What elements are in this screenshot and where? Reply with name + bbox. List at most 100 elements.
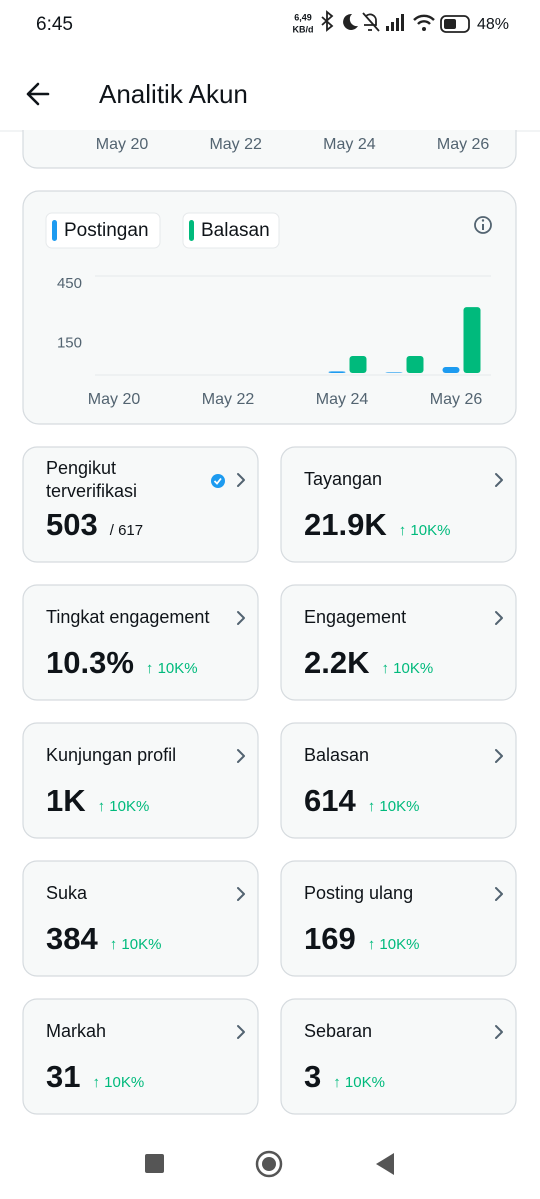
chevron	[237, 473, 245, 487]
x-tick-label: May 22	[209, 136, 262, 153]
stat-card[interactable]: Balasan 614 ↑ 10K%	[280, 722, 517, 839]
y-tick-label: 450	[57, 275, 82, 292]
card-label: Tingkat engagement	[46, 607, 209, 627]
card-change: ↑ 10K%	[146, 660, 198, 677]
card-change: ↑ 10K%	[333, 1074, 385, 1091]
x-tick-label: May 26	[437, 136, 490, 153]
card-change: ↑ 10K%	[399, 522, 451, 539]
chevron	[237, 749, 245, 763]
card-label: Posting ulang	[304, 883, 413, 903]
chevron	[495, 1025, 503, 1039]
chevron	[237, 887, 245, 901]
card-label: Kunjungan profil	[46, 745, 176, 765]
stat-card[interactable]: Tayangan 21.9K ↑ 10K%	[280, 446, 517, 563]
card-change: ↑ 10K%	[381, 660, 433, 677]
x-tick-label: May 20	[96, 136, 149, 153]
bar	[328, 371, 346, 373]
stat-card[interactable]: Suka 384 ↑ 10K%	[22, 860, 259, 977]
status-speed: 6,49	[294, 12, 312, 22]
stat-card[interactable]: Posting ulang 169 ↑ 10K%	[280, 860, 517, 977]
x-tick-label: May 24	[323, 136, 376, 153]
info-icon[interactable]	[474, 216, 492, 234]
legend-swatch	[52, 220, 57, 241]
chevron	[237, 1025, 245, 1039]
status-time: 6:45	[36, 14, 73, 35]
card-value: 384	[46, 921, 98, 956]
stat-card[interactable]: Markah 31 ↑ 10K%	[22, 998, 259, 1115]
card-label: Markah	[46, 1021, 106, 1041]
badge-check	[213, 477, 222, 485]
card-change: ↑ 10K%	[110, 936, 162, 953]
card-change: ↑ 10K%	[368, 936, 420, 953]
chart-card	[22, 190, 517, 425]
card-label: Balasan	[304, 745, 369, 765]
status-icons	[321, 10, 470, 33]
x-tick-label: May 26	[430, 391, 483, 408]
stat-card[interactable]: Pengikut terverifikasi 503 / 617	[22, 446, 259, 563]
chevron	[495, 611, 503, 625]
legend-chip[interactable]	[182, 212, 280, 249]
card-value: 614	[304, 783, 356, 818]
chevron	[495, 749, 503, 763]
card-bg	[280, 584, 517, 701]
chevron	[495, 473, 503, 487]
card-label: Suka	[46, 883, 88, 903]
card-bg	[22, 722, 259, 839]
card-value: 10.3%	[46, 645, 134, 680]
legend-label: Postingan	[64, 220, 149, 241]
stat-card[interactable]: Kunjungan profil 1K ↑ 10K%	[22, 722, 259, 839]
legend-chip[interactable]	[45, 212, 161, 249]
card-change: ↑ 10K%	[92, 1074, 144, 1091]
card-label: Engagement	[304, 607, 406, 627]
bar	[463, 307, 481, 373]
card-value: 169	[304, 921, 356, 956]
card-label: Sebaran	[304, 1021, 372, 1041]
legend-swatch	[189, 220, 194, 241]
card-label: terverifikasi	[46, 481, 137, 501]
card-bg	[280, 998, 517, 1115]
stat-card[interactable]: Engagement 2.2K ↑ 10K%	[280, 584, 517, 701]
nav-bar	[145, 1150, 394, 1178]
y-tick-label: 150	[57, 334, 82, 351]
verified-badge	[211, 474, 225, 488]
x-tick-label: May 20	[88, 391, 141, 408]
bar	[385, 372, 403, 373]
nav-back[interactable]	[376, 1153, 394, 1175]
card-bg	[280, 722, 517, 839]
card-value: 1K	[46, 783, 86, 818]
bar	[442, 367, 460, 373]
nav-home[interactable]	[255, 1150, 283, 1178]
status-battery: 48%	[477, 16, 509, 33]
card-value: 503	[46, 507, 98, 542]
bar	[406, 355, 424, 373]
card-total: / 617	[110, 522, 143, 539]
card-change: ↑ 10K%	[98, 798, 150, 815]
status-speed-unit: KB/d	[293, 24, 314, 34]
x-tick-label: May 24	[316, 391, 369, 408]
stat-card[interactable]: Sebaran 3 ↑ 10K%	[280, 998, 517, 1115]
nav-recents[interactable]	[145, 1154, 164, 1173]
card-bg	[22, 584, 259, 701]
card-value: 21.9K	[304, 507, 387, 542]
x-tick-label: May 22	[202, 391, 255, 408]
card-bg	[280, 860, 517, 977]
chevron	[237, 611, 245, 625]
card-value: 3	[304, 1059, 321, 1094]
card-bg	[280, 446, 517, 563]
chevron	[495, 887, 503, 901]
bar	[349, 355, 367, 373]
card-bg	[22, 446, 259, 563]
card-bg	[22, 860, 259, 977]
legend-label: Balasan	[201, 220, 270, 241]
back-button[interactable]	[26, 82, 50, 106]
header-title: Analitik Akun	[99, 79, 248, 109]
card-value: 31	[46, 1059, 80, 1094]
card-label: Tayangan	[304, 469, 382, 489]
card-change: ↑ 10K%	[368, 798, 420, 815]
previous-chart-card	[22, 130, 517, 169]
stat-card[interactable]: Tingkat engagement 10.3% ↑ 10K%	[22, 584, 259, 701]
card-label: Pengikut	[46, 458, 116, 478]
card-bg	[22, 998, 259, 1115]
card-value: 2.2K	[304, 645, 370, 680]
